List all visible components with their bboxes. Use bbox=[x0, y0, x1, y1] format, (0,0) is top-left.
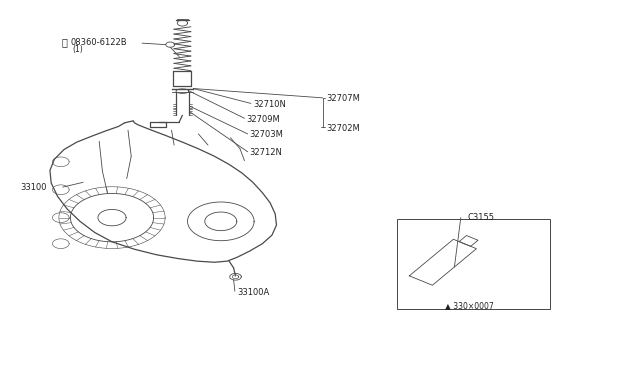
Text: ▲ 330×0007: ▲ 330×0007 bbox=[445, 301, 493, 310]
Text: 32710N: 32710N bbox=[253, 100, 285, 109]
Text: Ⓢ: Ⓢ bbox=[61, 38, 67, 47]
Bar bbox=[397, 219, 550, 309]
Text: 32707M: 32707M bbox=[326, 94, 360, 103]
Text: 32702M: 32702M bbox=[326, 124, 360, 133]
Text: (1): (1) bbox=[72, 45, 83, 54]
Text: 33100: 33100 bbox=[20, 183, 47, 192]
Text: C3155: C3155 bbox=[467, 213, 494, 222]
Text: 08360-6122B: 08360-6122B bbox=[70, 38, 127, 47]
Text: 32703M: 32703M bbox=[250, 130, 284, 139]
Text: 32712N: 32712N bbox=[250, 148, 282, 157]
Text: 33100A: 33100A bbox=[237, 288, 269, 296]
Text: 32709M: 32709M bbox=[246, 115, 280, 124]
